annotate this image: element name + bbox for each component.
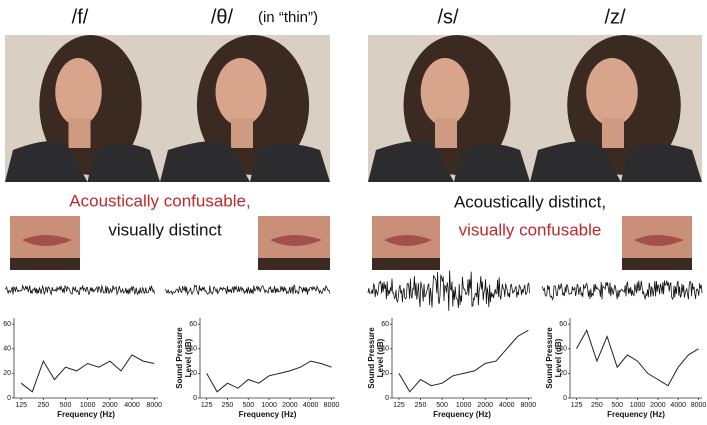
y-tick-label: 40 xyxy=(189,346,197,353)
y-axis-label: Sound Pressure xyxy=(367,327,376,389)
y-tick-label: 40 xyxy=(381,346,389,353)
photo-neck xyxy=(231,118,253,148)
spectrum-line xyxy=(20,354,155,393)
y-tick-label: 60 xyxy=(559,321,567,328)
mouth-shadow xyxy=(622,258,692,270)
y-tick-label: 20 xyxy=(559,370,567,377)
x-axis-label: Frequency (Hz) xyxy=(57,410,115,419)
mouth-shadow xyxy=(10,258,80,270)
mouth-lips xyxy=(270,235,322,246)
spectrum-line xyxy=(576,329,699,387)
x-axis-label: Frequency (Hz) xyxy=(433,410,491,419)
x-tick-label: 2000 xyxy=(282,402,298,409)
x-tick-label: 8000 xyxy=(691,402,707,409)
y-axis-label: Sound Pressure xyxy=(175,327,184,389)
x-tick-label: 125 xyxy=(571,402,583,409)
mouth-lips xyxy=(634,235,684,246)
y-tick-label: 20 xyxy=(189,370,197,377)
photo-neck xyxy=(602,118,624,148)
x-tick-label: 250 xyxy=(415,402,427,409)
caption: Acoustically confusable, xyxy=(69,191,250,210)
x-tick-label: 125 xyxy=(15,402,27,409)
x-tick-label: 500 xyxy=(60,402,72,409)
photo-jacket xyxy=(160,141,330,182)
y-tick-label: 0 xyxy=(7,395,11,402)
x-tick-label: 4000 xyxy=(499,402,515,409)
x-tick-label: 1000 xyxy=(261,402,277,409)
y-tick-label: 0 xyxy=(385,395,389,402)
x-tick-label: 8000 xyxy=(146,402,162,409)
x-tick-label: 1000 xyxy=(456,402,472,409)
spectrum-line xyxy=(398,329,529,393)
y-tick-label: 60 xyxy=(3,321,11,328)
mouth-lips xyxy=(384,235,432,246)
waveform xyxy=(367,270,530,311)
waveform xyxy=(541,280,703,301)
x-tick-label: 2000 xyxy=(477,402,493,409)
column-label: /s/ xyxy=(437,6,459,28)
x-tick-label: 8000 xyxy=(521,402,537,409)
waveform xyxy=(164,284,331,296)
x-tick-label: 250 xyxy=(37,402,49,409)
caption: visually distinct xyxy=(108,220,222,239)
column-label: /θ/ xyxy=(211,6,234,28)
photo-jacket xyxy=(5,141,160,182)
photo-face xyxy=(420,58,470,126)
x-tick-label: 8000 xyxy=(324,402,340,409)
y-axis-label: Level (dB) xyxy=(554,338,563,377)
x-axis-label: Frequency (Hz) xyxy=(239,410,297,419)
x-tick-label: 1000 xyxy=(80,402,96,409)
photo-jacket xyxy=(530,141,702,182)
x-tick-label: 1000 xyxy=(630,402,646,409)
photo-jacket xyxy=(368,141,530,182)
x-tick-label: 250 xyxy=(222,402,234,409)
y-axis-label: Sound Pressure xyxy=(545,327,554,389)
x-axis-label: Frequency (Hz) xyxy=(607,410,665,419)
x-tick-label: 4000 xyxy=(303,402,319,409)
y-axis-label: Level (dB) xyxy=(376,338,385,377)
y-tick-label: 20 xyxy=(3,370,11,377)
caption: visually confusable xyxy=(459,220,602,239)
mouth-shadow xyxy=(372,258,440,270)
x-tick-label: 500 xyxy=(611,402,623,409)
mouth-lips xyxy=(22,235,72,246)
x-tick-label: 4000 xyxy=(124,402,140,409)
x-tick-label: 500 xyxy=(436,402,448,409)
x-tick-label: 2000 xyxy=(102,402,118,409)
column-note: (in “thin”) xyxy=(258,9,318,26)
x-tick-label: 250 xyxy=(591,402,603,409)
waveform xyxy=(4,284,155,296)
y-tick-label: 60 xyxy=(381,321,389,328)
x-tick-label: 2000 xyxy=(650,402,666,409)
column-label: /z/ xyxy=(604,6,626,28)
photo-neck xyxy=(68,118,91,148)
y-axis-label: Level (dB) xyxy=(184,338,193,377)
x-tick-label: 125 xyxy=(201,402,213,409)
x-tick-label: 4000 xyxy=(670,402,686,409)
x-tick-label: 125 xyxy=(393,402,405,409)
y-tick-label: 20 xyxy=(381,370,389,377)
spectrum-line xyxy=(206,360,332,393)
y-tick-label: 40 xyxy=(3,346,11,353)
y-tick-label: 0 xyxy=(563,395,567,402)
photo-face xyxy=(215,58,267,126)
photo-face xyxy=(586,58,638,126)
column-label: /f/ xyxy=(72,6,89,28)
y-tick-label: 0 xyxy=(193,395,197,402)
caption: Acoustically distinct, xyxy=(454,192,606,211)
mouth-shadow xyxy=(258,258,330,270)
y-tick-label: 40 xyxy=(559,346,567,353)
y-tick-label: 60 xyxy=(189,321,197,328)
photo-neck xyxy=(435,118,457,148)
photo-face xyxy=(55,58,102,126)
x-tick-label: 500 xyxy=(242,402,254,409)
